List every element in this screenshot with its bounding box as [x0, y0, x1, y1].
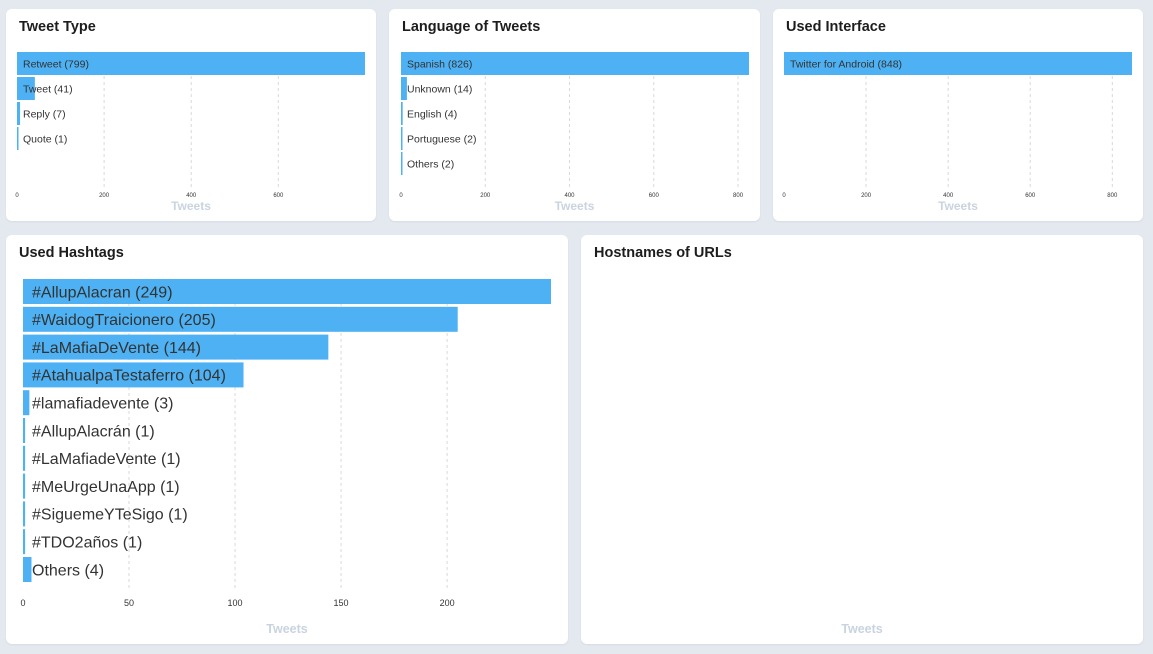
bar[interactable] — [17, 77, 35, 100]
x-axis-title: Tweets — [266, 622, 307, 636]
tweet-type-title: Tweet Type — [19, 19, 96, 35]
x-tick-label: 200 — [440, 598, 455, 608]
language-card: Language of Tweets Tweets 0 200 400 600 800 Sp… — [389, 9, 760, 221]
x-axis-title: Tweets — [555, 199, 595, 213]
x-tick-label: 200 — [861, 193, 872, 199]
bar[interactable] — [401, 102, 403, 125]
bar-label: Quote (1) — [23, 133, 67, 145]
x-tick-label: 50 — [124, 598, 134, 608]
x-tick-label: 600 — [649, 193, 660, 199]
x-tick-label: 0 — [399, 193, 403, 199]
x-tick-label: 200 — [99, 193, 110, 199]
bar-label: #AllupAlacrán (1) — [32, 423, 155, 440]
bar-label: Reply (7) — [23, 108, 66, 120]
bar-label: Unknown (14) — [407, 83, 472, 95]
bar-label: Tweet (41) — [23, 83, 73, 95]
bar-label: Others (4) — [32, 562, 104, 579]
bar[interactable] — [17, 52, 365, 75]
bar[interactable] — [23, 418, 26, 443]
bar-label: #lamafiadevente (3) — [32, 395, 173, 412]
bar[interactable] — [401, 152, 403, 175]
bar-label: Spanish (826) — [407, 58, 472, 70]
bar[interactable] — [23, 306, 458, 332]
bar-label: #MeUrgeUnaApp (1) — [32, 479, 180, 496]
x-tick-label: 600 — [1025, 193, 1036, 199]
bar[interactable] — [23, 473, 26, 499]
hostnames-title: Hostnames of URLs — [594, 245, 732, 261]
bar-label: #WaidogTraicionero (205) — [32, 312, 216, 329]
bar-label: #SiguemeYTeSigo (1) — [32, 507, 188, 524]
hostnames-chart: Tweets — [841, 622, 882, 636]
interface-title: Used Interface — [786, 19, 886, 35]
x-tick-label: 800 — [733, 193, 744, 199]
x-tick-label: 100 — [228, 598, 243, 608]
bar[interactable] — [784, 52, 1132, 75]
bar[interactable] — [401, 77, 407, 100]
bar[interactable] — [17, 102, 21, 125]
bar[interactable] — [401, 52, 749, 75]
bar[interactable] — [23, 501, 26, 527]
hostnames-card: Hostnames of URLs Tweets — [581, 235, 1143, 644]
bar[interactable] — [23, 279, 551, 304]
x-tick-label: 400 — [565, 193, 576, 199]
bar-label: Retweet (799) — [23, 58, 89, 70]
x-tick-label: 400 — [186, 193, 197, 199]
x-axis-title: Tweets — [171, 199, 211, 213]
bar-label: English (4) — [407, 108, 457, 120]
bar-label: #AtahualpaTestaferro (104) — [32, 368, 226, 385]
tweet-type-chart: Tweets 0 200 400 600 Retweet (799) Tweet (41) R… — [15, 52, 365, 213]
bar-label: #TDO2años (1) — [32, 534, 142, 551]
tweet-type-card: Tweet Type Tweets 0 200 400 600 Retweet (799)… — [6, 9, 376, 221]
x-axis-title: Tweets — [841, 622, 882, 636]
bar-label: Others (2) — [407, 158, 454, 170]
bar[interactable] — [23, 445, 26, 471]
bar[interactable] — [23, 362, 244, 388]
x-tick-label: 200 — [480, 193, 491, 199]
language-title: Language of Tweets — [402, 19, 541, 35]
bar-label: #LaMafiadeVente (1) — [32, 451, 181, 468]
x-tick-label: 0 — [15, 193, 19, 199]
bar[interactable] — [23, 334, 329, 360]
x-tick-label: 600 — [273, 193, 284, 199]
bar-label: Portuguese (2) — [407, 133, 476, 145]
x-tick-label: 0 — [20, 598, 25, 608]
language-chart: Tweets 0 200 400 600 800 Spanish (826) Unknown … — [399, 52, 749, 213]
bar-label: Twitter for Android (848) — [790, 58, 902, 70]
bar[interactable] — [23, 390, 30, 416]
x-axis-title: Tweets — [938, 199, 978, 213]
x-tick-label: 150 — [334, 598, 349, 608]
x-tick-label: 0 — [782, 193, 786, 199]
bar[interactable] — [23, 557, 32, 582]
hashtags-card: Used Hashtags Tweets 0 50 100 150 200 #AllupAl… — [6, 235, 568, 644]
bar-label: #LaMafiaDeVente (144) — [32, 340, 201, 357]
hashtags-chart: Tweets 0 50 100 150 200 #AllupAlacran (249) #Wa… — [20, 279, 551, 636]
x-tick-label: 400 — [943, 193, 954, 199]
x-tick-label: 800 — [1107, 193, 1118, 199]
bar-label: #AllupAlacran (249) — [32, 284, 173, 301]
bar[interactable] — [17, 127, 19, 150]
interface-chart: Tweets 0 200 400 600 800 Twitter for Android (… — [782, 52, 1132, 213]
interface-card: Used Interface Tweets 0 200 400 600 800 Twitte… — [773, 9, 1143, 221]
bar[interactable] — [401, 127, 403, 150]
hashtags-title: Used Hashtags — [19, 245, 124, 261]
bar[interactable] — [23, 529, 26, 555]
